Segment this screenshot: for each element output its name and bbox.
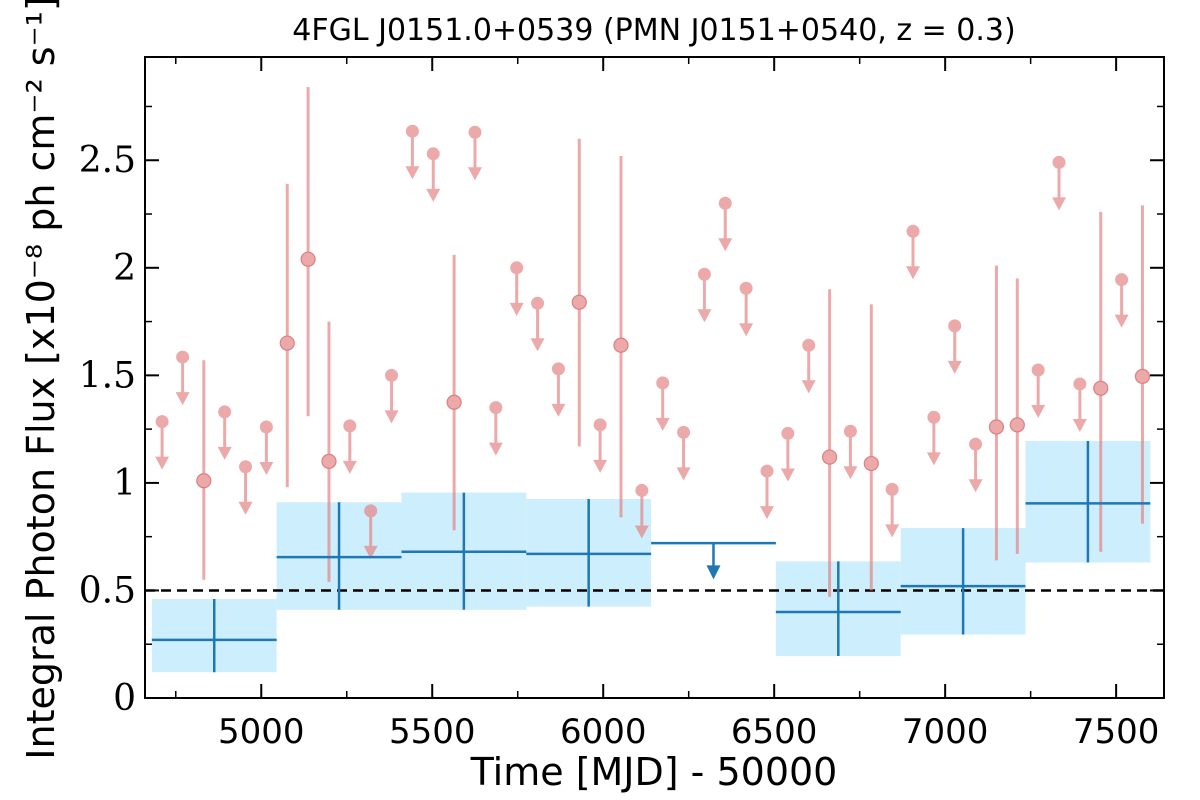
short-bin-point-2 [196, 360, 212, 580]
short-bin-point-29 [760, 464, 775, 520]
short-bin-point-17 [509, 261, 524, 316]
short-bin-point-44 [1072, 377, 1087, 432]
short-bin-point-26 [697, 267, 712, 323]
short-bin-point-31 [801, 338, 816, 394]
short-bin-point-13 [426, 147, 441, 202]
short-bin-point-15 [467, 125, 482, 181]
short-bin-point-14 [446, 254, 462, 531]
long-bin-point-0 [151, 599, 277, 673]
y-tick-label-3: 1.5 [79, 355, 136, 396]
long-bin-point-4 [651, 541, 776, 580]
long-bin-point-7 [1025, 440, 1151, 563]
short-bin-point-39 [968, 437, 983, 493]
short-bin-point-0 [155, 415, 170, 470]
y-axis-ticks: 0 0.5 1 1.5 2 2.5 [79, 105, 1164, 719]
x-tick-label-5: 7500 [1073, 712, 1160, 752]
long-bin-series [151, 440, 1151, 673]
short-bin-point-10 [363, 504, 378, 559]
short-bin-point-42 [1031, 363, 1046, 418]
short-bin-point-25 [676, 425, 691, 481]
long-bin-point-1 [276, 502, 402, 610]
y-tick-label-4: 2 [113, 248, 136, 289]
plot-frame [144, 56, 1165, 699]
short-bin-point-27 [718, 196, 733, 252]
y-tick-label-0: 0 [113, 678, 136, 719]
short-bin-point-11 [384, 368, 399, 424]
short-bin-point-34 [863, 304, 879, 591]
short-bin-point-8 [321, 321, 337, 582]
x-axis-label: Time [MJD] - 50000 [470, 750, 838, 794]
short-bin-point-19 [551, 362, 566, 417]
short-bin-point-38 [947, 319, 962, 374]
short-bin-point-35 [885, 482, 900, 538]
short-bin-point-4 [238, 460, 253, 515]
short-bin-point-20 [571, 138, 587, 447]
short-bin-point-43 [1052, 155, 1067, 211]
short-bin-point-32 [821, 289, 838, 597]
plot-area [145, 87, 1164, 673]
short-bin-point-36 [906, 224, 921, 280]
short-bin-point-24 [655, 376, 670, 431]
x-tick-label-1: 5500 [389, 712, 476, 752]
short-bin-point-6 [279, 183, 295, 488]
short-bin-point-18 [530, 296, 545, 352]
short-bin-series [155, 87, 1151, 597]
short-bin-point-7 [300, 87, 316, 417]
long-bin-point-5 [775, 561, 901, 657]
short-bin-point-45 [1093, 211, 1109, 552]
y-axis-label: Integral Photon Flux [x10⁻⁸ ph cm⁻² s⁻¹] [19, 0, 63, 760]
short-bin-point-23 [634, 483, 649, 539]
short-bin-point-9 [342, 419, 357, 474]
short-bin-point-28 [739, 281, 754, 337]
short-bin-point-21 [593, 418, 608, 473]
chart-title: 4FGL J0151.0+0539 (PMN J0151+0540, z = 0… [292, 13, 1015, 48]
short-bin-point-22 [613, 155, 629, 518]
y-tick-label-5: 2.5 [79, 140, 136, 181]
short-bin-point-12 [405, 124, 420, 180]
y-tick-label-1: 0.5 [79, 570, 136, 611]
x-axis-ticks: 5000 5500 6000 6500 7000 7500 [175, 57, 1160, 752]
long-bin-point-3 [526, 499, 652, 607]
short-bin-point-16 [488, 401, 503, 456]
short-bin-point-3 [217, 405, 232, 460]
short-bin-point-40 [988, 265, 1005, 561]
short-bin-point-37 [926, 410, 941, 466]
x-tick-label-3: 6500 [731, 712, 818, 752]
y-tick-label-2: 1 [113, 463, 136, 504]
x-tick-label-2: 6000 [560, 712, 647, 752]
short-bin-point-1 [175, 350, 190, 406]
short-bin-point-41 [1009, 278, 1025, 554]
short-bin-point-46 [1114, 273, 1129, 328]
short-bin-point-33 [843, 424, 858, 480]
x-tick-label-4: 7000 [902, 712, 989, 752]
short-bin-point-5 [259, 420, 274, 475]
short-bin-point-47 [1134, 205, 1151, 524]
x-tick-label-0: 5000 [218, 712, 305, 752]
long-bin-point-6 [900, 528, 1026, 635]
long-bin-point-2 [401, 492, 527, 610]
short-bin-point-30 [780, 426, 795, 482]
